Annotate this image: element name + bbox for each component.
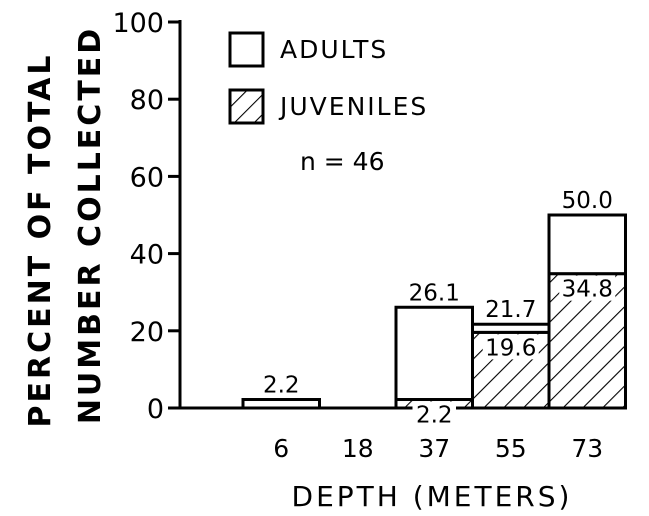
y-tick-label: 20 [130,317,164,348]
x-tick-label: 37 [418,434,450,463]
data-labels: 2.2 26.1 2.2 21.7 19.6 50.0 34.8 [263,188,616,429]
sample-size-annotation: n = 46 [300,147,385,176]
legend-swatch-adults [228,31,265,68]
legend-label-juveniles: JUVENILES [278,92,428,121]
x-tick-label: 73 [571,434,603,463]
bars [241,213,627,410]
y-axis-title-line1: PERCENT OF TOTAL [23,53,58,428]
x-tick-label: 6 [273,434,289,463]
data-label: 2.2 [263,373,300,399]
legend-swatch-juveniles [228,88,265,125]
data-label: 34.8 [562,277,613,303]
x-tick-label: 55 [495,434,527,463]
axes: 0 20 40 60 80 100 6 18 37 55 73 [112,8,626,463]
bar-adults [394,305,474,402]
y-axis-title-line2: NUMBER COLLECTED [73,26,108,424]
data-label-backdrop [482,334,539,360]
bar-adults [241,398,321,410]
bar-adults [547,213,627,276]
y-tick-label: 40 [130,240,164,271]
legend: ADULTS JUVENILES [228,31,428,125]
legend-label-adults: ADULTS [280,35,388,64]
data-label-backdrop [412,401,456,427]
data-label: 50.0 [562,188,613,214]
data-label: 2.2 [416,403,453,429]
data-label: 26.1 [409,280,460,306]
data-label-backdrop [559,275,616,301]
y-tick-label: 60 [130,162,164,193]
y-tick-label: 100 [112,8,164,39]
bar-adults [471,322,551,334]
y-tick-label: 80 [130,85,164,116]
data-label: 21.7 [485,297,536,323]
y-tick-label: 0 [147,394,164,425]
data-label: 19.6 [485,335,536,361]
x-tick-label: 18 [342,434,374,463]
x-axis-title: DEPTH (METERS) [292,480,573,513]
